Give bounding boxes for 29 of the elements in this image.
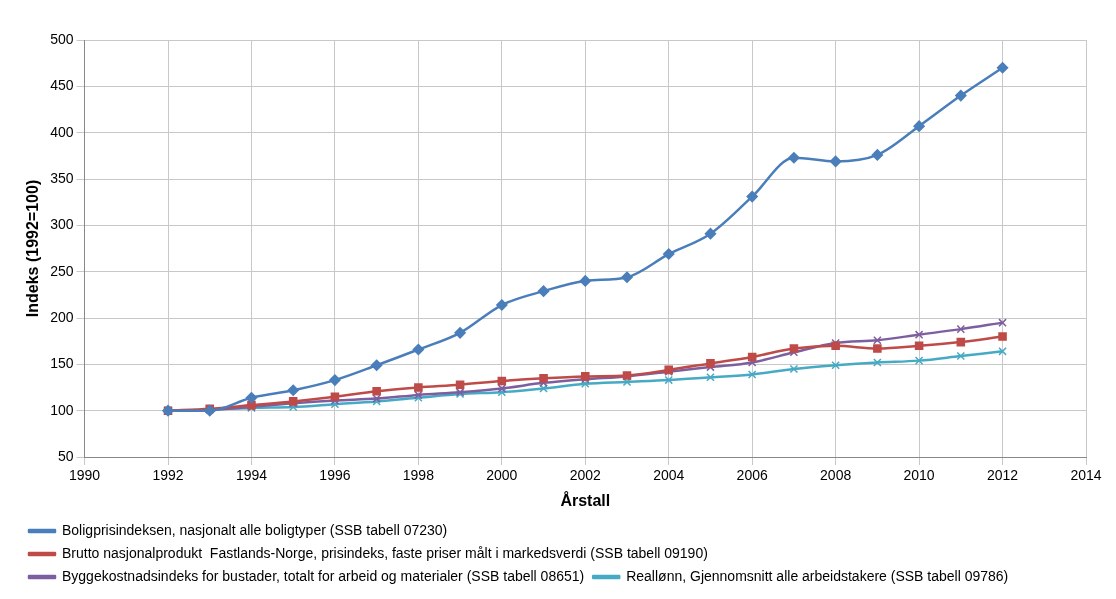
y-tick-label: 300 bbox=[50, 216, 74, 233]
x-tick-label: 2006 bbox=[736, 467, 768, 484]
x-tick-label: 2010 bbox=[903, 467, 935, 484]
x-tick-label: 1998 bbox=[402, 467, 435, 484]
x-tick-label: 2012 bbox=[986, 467, 1019, 484]
y-tick-label: 100 bbox=[50, 401, 74, 418]
y-axis-title: Indeks (1992=100) bbox=[24, 179, 42, 318]
x-tick-label: 1990 bbox=[68, 467, 101, 484]
x-tick-label: 2002 bbox=[569, 467, 602, 484]
legend-label: Boligprisindeksen, nasjonalt alle boligtyper (SSB tabell 07230) bbox=[62, 521, 448, 538]
y-tick-label: 200 bbox=[50, 308, 74, 325]
x-tick-label: 2008 bbox=[820, 467, 852, 484]
x-tick-label: 2004 bbox=[653, 467, 685, 484]
x-tick-label: 2000 bbox=[486, 467, 518, 484]
legend-label: Byggekostnadsindeks for bustader, totalt for arbeid og materialer (SSB tabell 08651) bbox=[62, 567, 585, 584]
x-tick-label: 1992 bbox=[152, 467, 184, 484]
legend-label: Brutto nasjonalprodukt Fastlands-Norge, prisindeks, faste priser målt i markedsverdi (SSB tabell 09190) bbox=[62, 544, 708, 561]
x-tick-label: 1996 bbox=[319, 467, 351, 484]
x-tick-label: 1994 bbox=[235, 467, 268, 484]
y-tick-label: 500 bbox=[50, 30, 74, 47]
y-tick-label: 250 bbox=[50, 262, 74, 279]
x-axis-title: Årstall bbox=[560, 490, 611, 509]
y-tick-label: 50 bbox=[57, 447, 74, 464]
legend-label: Reallønn, Gjennomsnitt alle arbeidstakere (SSB tabell 09786) bbox=[626, 567, 1009, 584]
x-tick-label: 2014 bbox=[1070, 467, 1102, 484]
y-tick-label: 350 bbox=[50, 169, 74, 186]
y-tick-label: 400 bbox=[50, 123, 74, 140]
y-tick-label: 150 bbox=[50, 355, 74, 372]
y-tick-label: 450 bbox=[50, 77, 74, 94]
